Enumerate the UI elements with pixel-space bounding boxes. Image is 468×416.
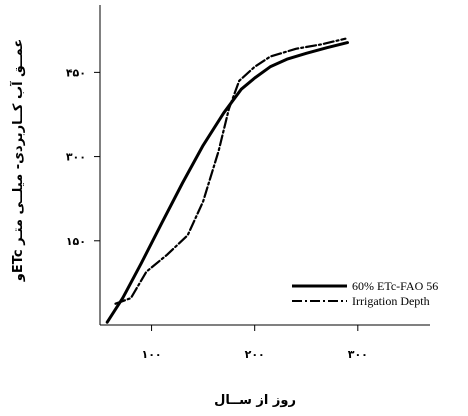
series-line-1 — [105, 41, 349, 324]
y-axis-label-suffix: ETcو — [11, 249, 26, 282]
x-tick-label: ۱۰۰ — [141, 348, 161, 361]
x-tick-label: ۲۰۰ — [245, 348, 265, 361]
y-tick-label: ۳۰۰ — [66, 151, 86, 164]
legend-label-series-1: 60% ETc-FAO 56 — [352, 279, 438, 293]
y-tick-label: ۴۵۰ — [66, 66, 86, 79]
legend-label-series-2: Irrigation Depth — [352, 294, 430, 308]
x-axis-label: روز از ســال — [214, 393, 296, 408]
y-axis-label: عمــق آب کــاربردی- میلــی متـر ETcو — [9, 39, 26, 283]
x-tick-label: ۳۰۰ — [348, 348, 368, 361]
legend: 60% ETc-FAO 56 Irrigation Depth — [292, 279, 438, 308]
y-axis-label-main: عمــق آب کــاربردی- میلــی متـر — [9, 39, 26, 246]
series-line-2 — [114, 37, 347, 305]
y-tick-label: ۱۵۰ — [66, 235, 86, 248]
